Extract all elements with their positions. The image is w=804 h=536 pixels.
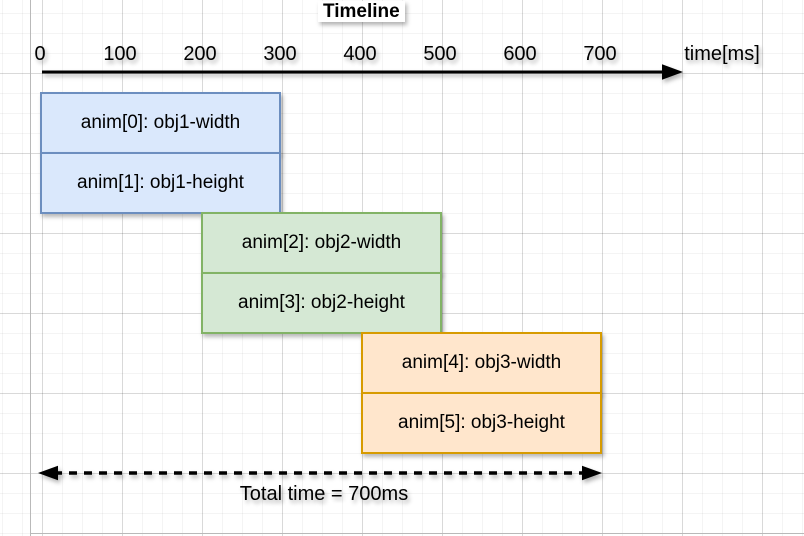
total-time-label: Total time = 700ms [239,483,409,505]
timeline-bar-anim1[interactable]: anim[1]: obj1-height [40,152,281,214]
bar-label: anim[4]: obj3-width [401,352,562,373]
diagram-title: Timeline [318,1,405,22]
timeline-bar-anim2[interactable]: anim[2]: obj2-width [201,212,442,274]
axis-tick-100: 100 [103,43,137,65]
total-time-arrow [38,465,602,481]
bar-label: anim[1]: obj1-height [77,172,244,193]
time-axis-arrow [42,64,683,80]
axis-tick-300: 300 [263,43,297,65]
bar-label: anim[0]: obj1-width [80,112,241,133]
axis-unit-label: time[ms] [684,43,760,65]
axis-tick-400: 400 [343,43,377,65]
timeline-bar-anim0[interactable]: anim[0]: obj1-width [40,92,281,154]
bar-label: anim[5]: obj3-height [398,412,565,433]
axis-tick-500: 500 [423,43,457,65]
page-boundary-left [30,0,31,536]
axis-tick-700: 700 [583,43,617,65]
timeline-bar-anim3[interactable]: anim[3]: obj2-height [201,272,442,334]
axis-tick-0: 0 [34,43,46,65]
timeline-bar-anim4[interactable]: anim[4]: obj3-width [361,332,602,394]
axis-tick-600: 600 [503,43,537,65]
axis-tick-200: 200 [183,43,217,65]
bar-label: anim[2]: obj2-width [241,232,402,253]
timeline-bar-anim5[interactable]: anim[5]: obj3-height [361,392,602,454]
page-boundary-bottom [30,533,804,534]
bar-label: anim[3]: obj2-height [238,292,405,313]
